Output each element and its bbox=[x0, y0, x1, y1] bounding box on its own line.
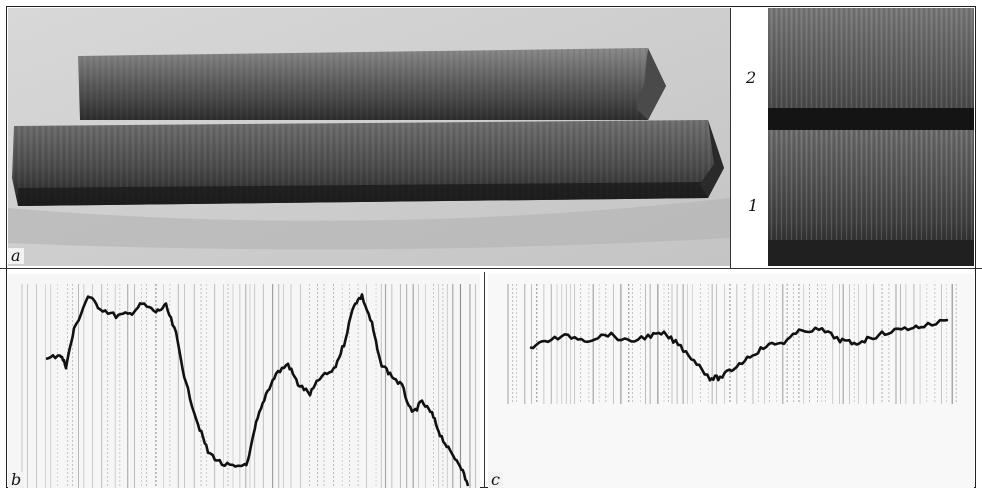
grid-lines-c bbox=[507, 284, 957, 404]
trace-line-b bbox=[45, 293, 470, 487]
panel-label-b: b bbox=[8, 472, 25, 488]
panel-label-c: c bbox=[488, 472, 503, 488]
vertical-divider-top bbox=[730, 8, 731, 268]
trace-panel-c: c bbox=[488, 274, 974, 488]
photo-panel-a: a bbox=[8, 8, 730, 266]
trace-chart-b bbox=[21, 284, 476, 488]
trace-chart-c bbox=[507, 284, 957, 404]
trace-panel-b: b bbox=[8, 274, 480, 488]
inset-closeup bbox=[768, 8, 974, 266]
panel-label-a: a bbox=[8, 248, 24, 264]
inset-label-2: 2 bbox=[746, 68, 757, 87]
bar-2 bbox=[78, 48, 666, 120]
trace-line-c bbox=[529, 318, 949, 382]
photo-inset: 2 1 bbox=[732, 8, 974, 266]
inset-label-1: 1 bbox=[748, 196, 759, 215]
vertical-divider-bottom bbox=[484, 272, 485, 488]
bar-1 bbox=[12, 120, 724, 206]
bars-photo bbox=[8, 8, 730, 266]
horizontal-divider bbox=[0, 268, 982, 269]
grid-lines-b bbox=[21, 284, 476, 488]
